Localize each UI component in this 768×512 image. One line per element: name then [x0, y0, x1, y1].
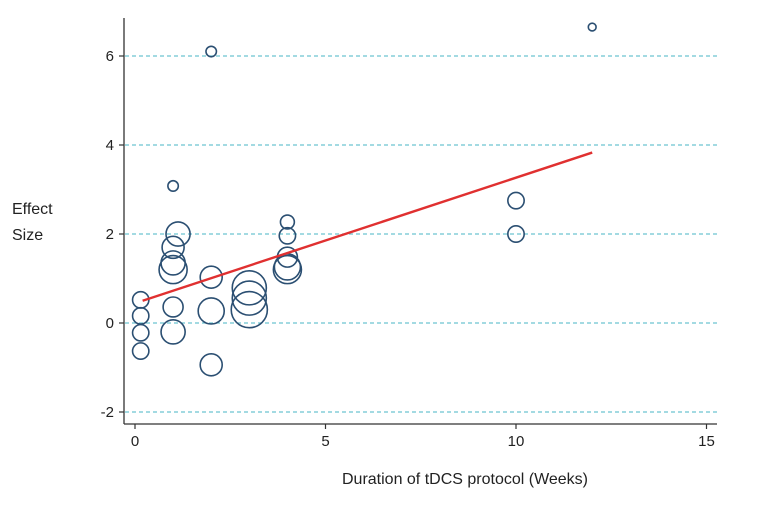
x-tick-label: 10 — [508, 433, 525, 450]
bubble-point — [272, 254, 303, 285]
x-axis-label: Duration of tDCS protocol (Weeks) — [342, 471, 588, 488]
x-tick-label: 5 — [321, 433, 329, 450]
y-tick-label: 4 — [106, 137, 114, 154]
y-tick-label: -2 — [101, 404, 114, 421]
bubble-point — [231, 280, 268, 316]
bubble-point — [197, 297, 226, 325]
gridlines — [125, 55, 717, 413]
y-axis-label-line-2: Size — [12, 227, 43, 244]
x-tick-label: 15 — [698, 433, 715, 450]
bubble-point — [131, 342, 150, 360]
bubble-point — [165, 221, 191, 247]
bubble-point — [167, 179, 180, 192]
bubble-point — [131, 323, 150, 342]
bubble-point — [162, 296, 184, 318]
bubble-point — [199, 353, 223, 377]
y-tick-label: 0 — [106, 315, 114, 332]
bubble-point — [131, 306, 150, 325]
y-axis-label-line-1: Effect — [12, 201, 53, 218]
bubble-point — [205, 45, 218, 58]
y-tick-label: 6 — [106, 48, 114, 65]
bubble-point — [199, 265, 223, 289]
bubble-point — [230, 290, 269, 329]
regression-line-group — [142, 151, 593, 302]
bubble-point — [160, 250, 186, 276]
regression-line — [142, 151, 593, 302]
bubble-point — [279, 214, 296, 230]
x-tick-label: 0 — [131, 433, 139, 450]
bubble-point — [587, 22, 597, 32]
y-tick-label: 2 — [106, 226, 114, 243]
bubble-point — [507, 225, 525, 243]
axes: -2 0 2 4 6 0 5 10 15 — [101, 18, 717, 450]
bubble-point — [231, 270, 268, 306]
bubble-point — [158, 254, 188, 285]
bubble-point — [161, 235, 185, 260]
bubble-point — [278, 226, 297, 245]
bubble-point — [507, 191, 525, 210]
bubble-point — [160, 319, 186, 345]
data-points — [131, 22, 597, 377]
